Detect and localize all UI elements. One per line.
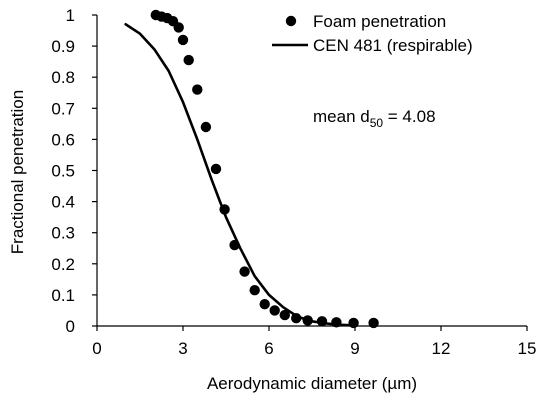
y-tick-label: 0.8 bbox=[51, 68, 75, 87]
foam-data-point bbox=[200, 121, 212, 133]
foam-data-point bbox=[177, 34, 189, 46]
x-tick-label: 0 bbox=[92, 339, 101, 358]
legend-marker-foam bbox=[285, 15, 297, 27]
foam-data-point bbox=[229, 239, 240, 251]
y-tick-label: 0.5 bbox=[51, 162, 75, 181]
y-tick-label: 0.6 bbox=[51, 130, 75, 149]
y-tick-label: 1 bbox=[66, 6, 75, 25]
foam-data-point bbox=[331, 317, 342, 328]
foam-data-point bbox=[259, 299, 270, 310]
foam-data-point bbox=[269, 305, 280, 316]
x-axis-label: Aerodynamic diameter (µm) bbox=[207, 374, 417, 393]
foam-data-point bbox=[249, 285, 260, 296]
y-tick-label: 0.9 bbox=[51, 37, 75, 56]
y-tick-label: 0 bbox=[66, 317, 75, 336]
y-tick-label: 0.7 bbox=[51, 99, 75, 118]
annotation-subscript: 50 bbox=[370, 116, 384, 130]
mean-d50-annotation: mean d50 = 4.08 bbox=[313, 107, 436, 130]
foam-data-point bbox=[210, 163, 222, 175]
foam-data-point bbox=[192, 84, 203, 95]
legend-label-foam: Foam penetration bbox=[313, 12, 446, 31]
y-tick-label: 0.2 bbox=[51, 255, 75, 274]
y-tick-label: 0.1 bbox=[51, 286, 75, 305]
cen481-curve bbox=[124, 23, 357, 327]
foam-data-point bbox=[219, 204, 230, 215]
annotation-suffix: = 4.08 bbox=[383, 107, 435, 126]
plot-area bbox=[124, 9, 379, 329]
x-tick-label: 12 bbox=[432, 339, 451, 358]
foam-data-point bbox=[239, 266, 250, 277]
foam-data-point bbox=[316, 316, 328, 327]
y-tick-label: 0.4 bbox=[51, 193, 75, 212]
x-tick-label: 6 bbox=[264, 339, 273, 358]
ticks: 0 3 6 9 12 15 0 0.1 0.2 0.3 0.4 0.5 0.6 0.7 0.8 0.9 1 bbox=[51, 6, 536, 358]
legend: Foam penetration CEN 481 (respirable) bbox=[272, 12, 473, 55]
y-tick-label: 0.3 bbox=[51, 224, 75, 243]
x-tick-label: 9 bbox=[350, 339, 359, 358]
x-tick-label: 3 bbox=[178, 339, 187, 358]
legend-label-cen481: CEN 481 (respirable) bbox=[313, 36, 473, 55]
foam-data-point bbox=[302, 315, 313, 326]
y-axis-label: Fractional penetration bbox=[8, 90, 27, 254]
foam-data-point bbox=[291, 313, 302, 324]
foam-data-point bbox=[279, 309, 290, 321]
foam-data-point bbox=[183, 54, 194, 66]
annotation-prefix: mean d bbox=[313, 107, 370, 126]
foam-data-point bbox=[173, 22, 184, 33]
x-tick-label: 15 bbox=[518, 339, 537, 358]
